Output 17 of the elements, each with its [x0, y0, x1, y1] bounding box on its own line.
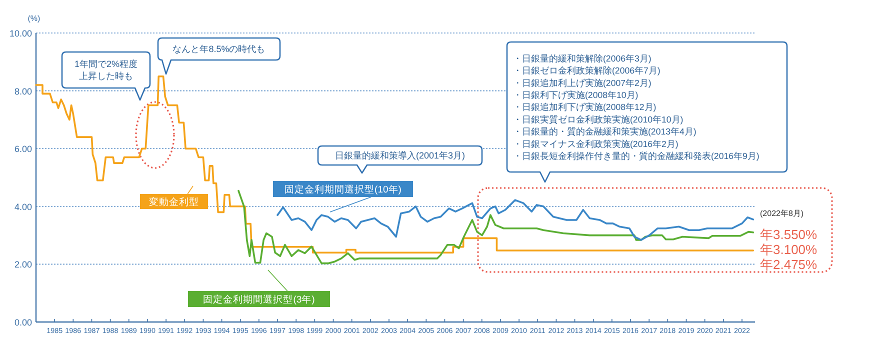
text: (2022年8月) [760, 209, 804, 218]
y-tick-label: 2.00 [14, 260, 32, 270]
legend-label: 変動金利型 [149, 196, 199, 208]
y-tick-label: 6.00 [14, 144, 32, 154]
y-axis-title: (%) [28, 14, 41, 23]
annotation: 1年間で2%程度上昇した時も [74, 59, 138, 82]
y-tick-label: 4.00 [14, 202, 32, 212]
y-tick-label: 10.00 [9, 28, 32, 38]
y-tick-label: 0.00 [14, 318, 32, 328]
series-label: 固定金利期間選択型(10年) [284, 184, 402, 196]
y-tick-label: 8.00 [14, 86, 32, 96]
annotation: なんと年8.5%の時代も [172, 44, 266, 54]
text: 年3.100% [760, 242, 818, 257]
text: 年2.475% [760, 257, 818, 272]
legend-label: 固定金利期間選択型(3年) [203, 294, 315, 306]
text: 年3.550% [760, 227, 818, 242]
annotation: 日銀量的緩和策導入(2001年3月) [334, 150, 466, 161]
